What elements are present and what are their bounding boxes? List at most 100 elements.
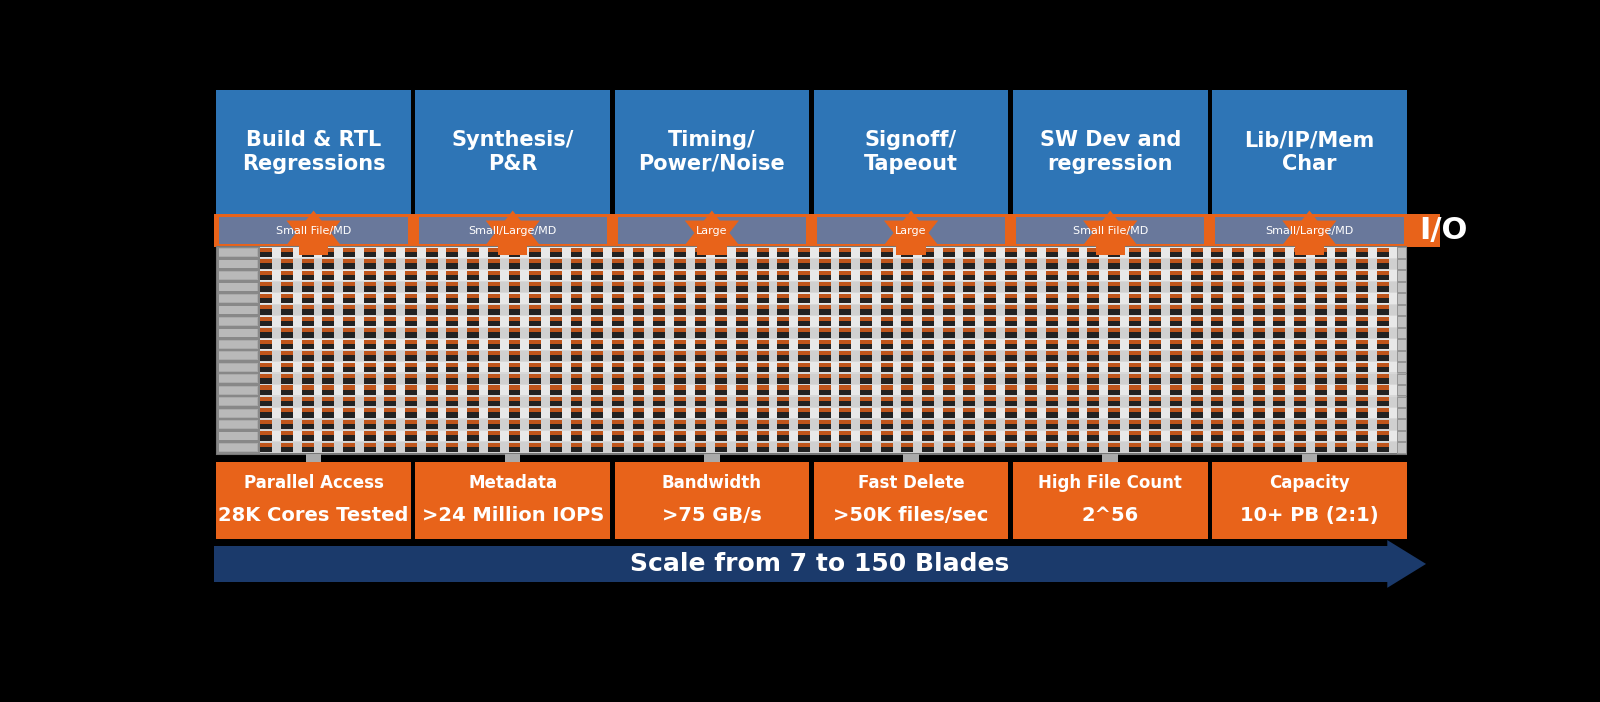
FancyBboxPatch shape bbox=[1376, 362, 1389, 366]
FancyBboxPatch shape bbox=[1376, 340, 1389, 349]
FancyBboxPatch shape bbox=[901, 397, 914, 406]
FancyBboxPatch shape bbox=[798, 443, 810, 447]
FancyBboxPatch shape bbox=[922, 305, 934, 314]
FancyBboxPatch shape bbox=[1213, 91, 1406, 213]
FancyBboxPatch shape bbox=[1294, 385, 1306, 390]
FancyBboxPatch shape bbox=[694, 282, 707, 292]
FancyBboxPatch shape bbox=[219, 387, 258, 394]
FancyBboxPatch shape bbox=[405, 431, 418, 435]
FancyBboxPatch shape bbox=[1315, 317, 1326, 321]
FancyBboxPatch shape bbox=[590, 420, 603, 424]
FancyBboxPatch shape bbox=[1107, 431, 1120, 435]
FancyBboxPatch shape bbox=[798, 305, 810, 314]
FancyBboxPatch shape bbox=[963, 374, 976, 383]
FancyBboxPatch shape bbox=[1026, 431, 1037, 441]
FancyBboxPatch shape bbox=[840, 317, 851, 326]
FancyBboxPatch shape bbox=[840, 385, 851, 390]
FancyBboxPatch shape bbox=[1274, 282, 1285, 286]
FancyBboxPatch shape bbox=[302, 351, 314, 355]
FancyBboxPatch shape bbox=[757, 259, 768, 269]
FancyBboxPatch shape bbox=[778, 385, 789, 395]
Text: Signoff/
Tapeout: Signoff/ Tapeout bbox=[864, 131, 958, 173]
FancyBboxPatch shape bbox=[282, 293, 293, 298]
FancyBboxPatch shape bbox=[1026, 293, 1037, 303]
FancyBboxPatch shape bbox=[1005, 385, 1016, 390]
FancyBboxPatch shape bbox=[880, 362, 893, 366]
FancyBboxPatch shape bbox=[509, 340, 520, 344]
FancyBboxPatch shape bbox=[219, 374, 258, 383]
FancyBboxPatch shape bbox=[840, 340, 851, 344]
FancyBboxPatch shape bbox=[302, 374, 314, 378]
FancyBboxPatch shape bbox=[942, 420, 955, 424]
FancyBboxPatch shape bbox=[488, 420, 499, 424]
FancyBboxPatch shape bbox=[1026, 271, 1037, 280]
FancyBboxPatch shape bbox=[550, 409, 562, 418]
FancyBboxPatch shape bbox=[798, 259, 810, 269]
FancyBboxPatch shape bbox=[859, 248, 872, 258]
FancyBboxPatch shape bbox=[984, 443, 995, 452]
FancyBboxPatch shape bbox=[778, 317, 789, 321]
FancyBboxPatch shape bbox=[1170, 397, 1182, 406]
FancyBboxPatch shape bbox=[1253, 431, 1264, 435]
FancyBboxPatch shape bbox=[216, 91, 411, 213]
FancyBboxPatch shape bbox=[1376, 305, 1389, 314]
FancyBboxPatch shape bbox=[922, 431, 934, 441]
FancyBboxPatch shape bbox=[1253, 248, 1264, 252]
FancyBboxPatch shape bbox=[653, 374, 666, 378]
FancyBboxPatch shape bbox=[405, 248, 418, 252]
FancyBboxPatch shape bbox=[426, 282, 438, 286]
FancyBboxPatch shape bbox=[1128, 409, 1141, 418]
Text: Lib/IP/Mem
Char: Lib/IP/Mem Char bbox=[1245, 131, 1374, 173]
FancyBboxPatch shape bbox=[590, 282, 603, 292]
FancyBboxPatch shape bbox=[590, 431, 603, 441]
FancyBboxPatch shape bbox=[1046, 362, 1058, 366]
FancyBboxPatch shape bbox=[384, 351, 397, 355]
FancyBboxPatch shape bbox=[1253, 282, 1264, 286]
FancyBboxPatch shape bbox=[261, 443, 272, 452]
FancyBboxPatch shape bbox=[446, 397, 459, 406]
FancyBboxPatch shape bbox=[1376, 397, 1389, 406]
FancyBboxPatch shape bbox=[1294, 409, 1306, 418]
FancyBboxPatch shape bbox=[798, 259, 810, 263]
FancyBboxPatch shape bbox=[1067, 409, 1078, 418]
FancyBboxPatch shape bbox=[1315, 328, 1326, 332]
FancyBboxPatch shape bbox=[530, 271, 541, 275]
FancyBboxPatch shape bbox=[261, 397, 272, 401]
FancyBboxPatch shape bbox=[1128, 259, 1141, 263]
FancyBboxPatch shape bbox=[632, 362, 645, 366]
FancyBboxPatch shape bbox=[1397, 305, 1406, 315]
FancyBboxPatch shape bbox=[840, 293, 851, 303]
FancyBboxPatch shape bbox=[282, 385, 293, 390]
FancyBboxPatch shape bbox=[984, 374, 995, 378]
FancyBboxPatch shape bbox=[1397, 328, 1406, 338]
FancyBboxPatch shape bbox=[1336, 385, 1347, 395]
FancyBboxPatch shape bbox=[963, 362, 976, 372]
FancyBboxPatch shape bbox=[488, 259, 499, 269]
FancyBboxPatch shape bbox=[757, 340, 768, 349]
FancyBboxPatch shape bbox=[778, 420, 789, 430]
FancyBboxPatch shape bbox=[488, 293, 499, 298]
FancyBboxPatch shape bbox=[880, 317, 893, 326]
FancyBboxPatch shape bbox=[590, 374, 603, 383]
FancyBboxPatch shape bbox=[1397, 431, 1406, 442]
Text: Timing/
Power/Noise: Timing/ Power/Noise bbox=[638, 131, 786, 173]
FancyBboxPatch shape bbox=[715, 409, 726, 418]
FancyBboxPatch shape bbox=[963, 293, 976, 298]
FancyBboxPatch shape bbox=[653, 340, 666, 344]
FancyBboxPatch shape bbox=[1274, 362, 1285, 366]
FancyBboxPatch shape bbox=[963, 293, 976, 303]
FancyBboxPatch shape bbox=[1190, 305, 1203, 314]
FancyBboxPatch shape bbox=[1046, 385, 1058, 395]
FancyBboxPatch shape bbox=[1067, 271, 1078, 275]
FancyBboxPatch shape bbox=[1336, 397, 1347, 406]
FancyBboxPatch shape bbox=[1232, 328, 1243, 332]
FancyBboxPatch shape bbox=[384, 397, 397, 406]
FancyBboxPatch shape bbox=[590, 351, 603, 361]
FancyBboxPatch shape bbox=[1253, 351, 1264, 361]
FancyBboxPatch shape bbox=[798, 340, 810, 349]
FancyBboxPatch shape bbox=[1067, 305, 1078, 314]
FancyBboxPatch shape bbox=[571, 362, 582, 372]
FancyBboxPatch shape bbox=[302, 385, 314, 395]
FancyBboxPatch shape bbox=[302, 340, 314, 349]
FancyBboxPatch shape bbox=[299, 245, 328, 256]
